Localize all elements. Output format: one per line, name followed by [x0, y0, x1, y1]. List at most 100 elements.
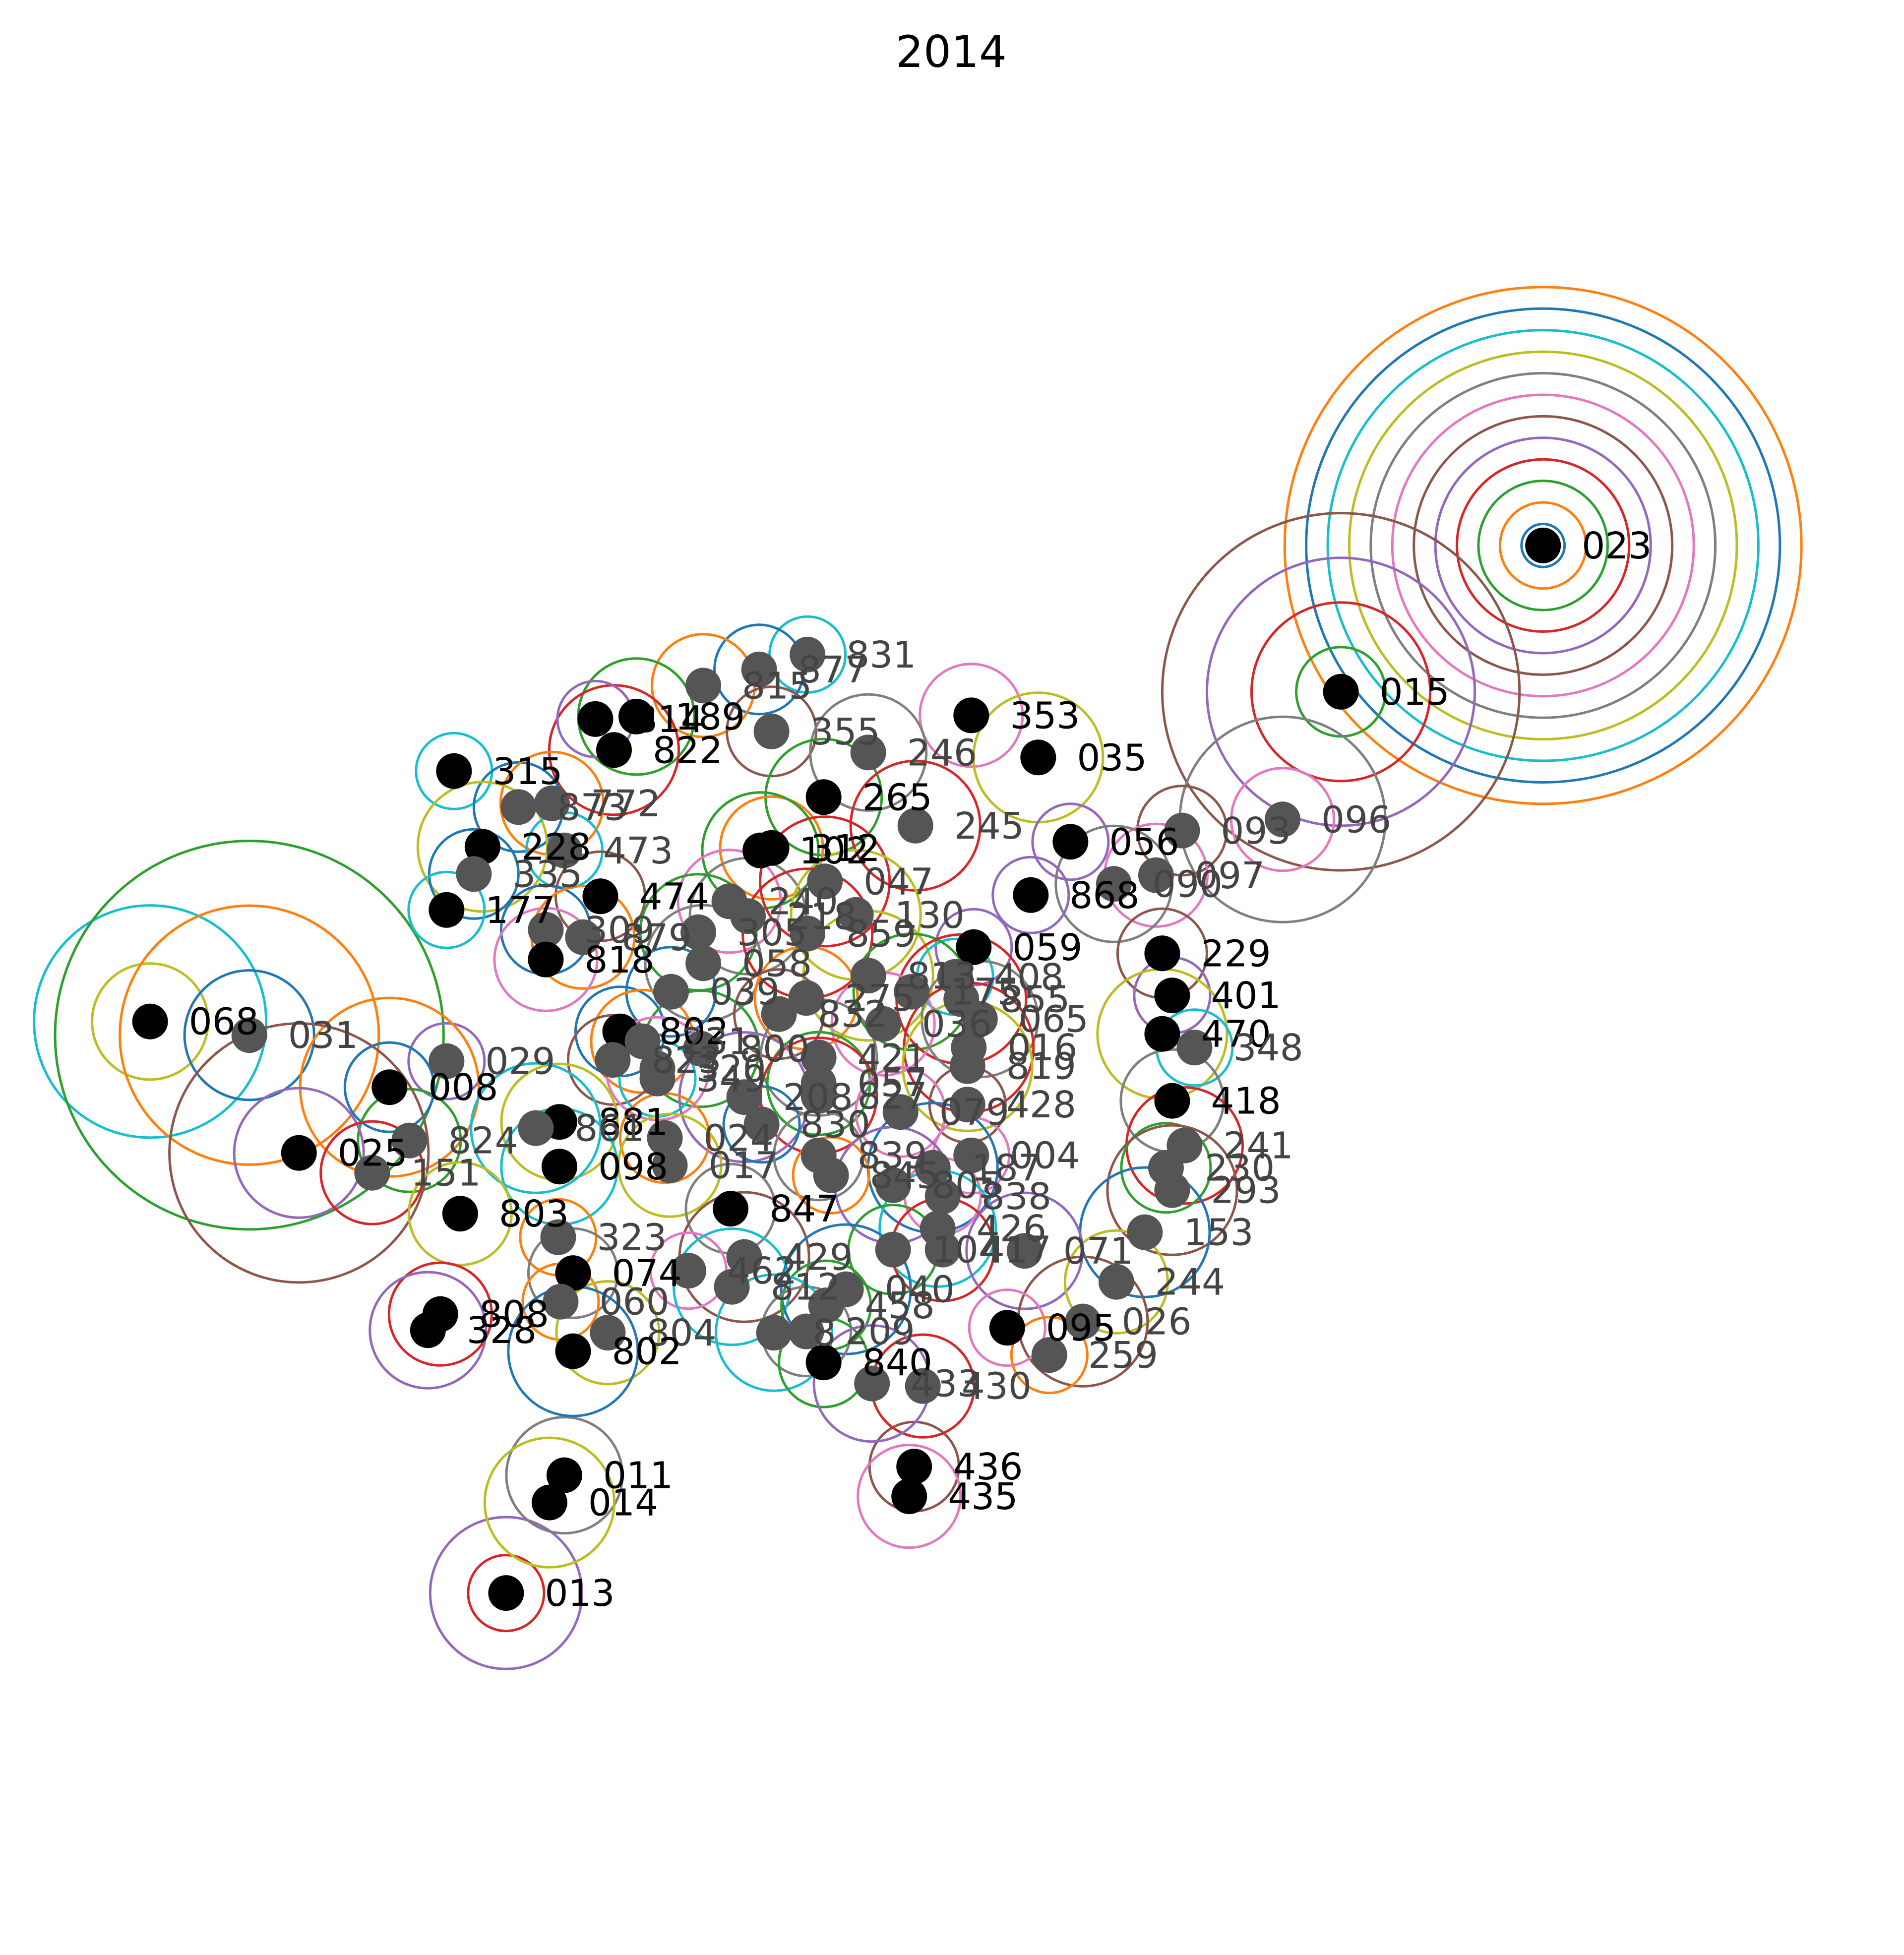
node-label-838: 838 [982, 1175, 1051, 1218]
node-marker-827 [800, 1078, 837, 1114]
node-label-093: 093 [1221, 810, 1290, 853]
node-marker-218 [730, 898, 766, 934]
node-marker-035 [1020, 739, 1056, 776]
node-marker-868 [1013, 877, 1049, 913]
node-label-323: 323 [597, 1217, 667, 1259]
node-marker-815 [685, 668, 722, 704]
node-label-024: 024 [704, 1117, 774, 1160]
node-label-349: 349 [696, 1058, 766, 1100]
contour-ring-059-0 [934, 908, 1013, 986]
node-marker-031 [231, 1017, 267, 1053]
contour-ring-013-1 [429, 1516, 583, 1670]
contour-ring-090-0 [1054, 824, 1173, 943]
node-marker-096 [1265, 801, 1301, 838]
node-label-818: 818 [584, 939, 654, 981]
node-label-011: 011 [603, 1455, 673, 1497]
node-label-025: 025 [338, 1132, 408, 1175]
node-label-802: 802 [612, 1331, 681, 1373]
node-label-429: 429 [783, 1236, 853, 1279]
chart-title: 2014 [896, 26, 1007, 77]
node-label-831: 831 [846, 634, 916, 676]
node-marker-877 [741, 651, 777, 687]
node-marker-102 [742, 832, 779, 868]
node-marker-151 [354, 1155, 390, 1191]
contour-ring-023-4 [1434, 436, 1652, 655]
node-label-861: 861 [574, 1107, 644, 1150]
node-marker-024 [647, 1120, 683, 1156]
contour-ring-8-0 [715, 1273, 834, 1392]
node-label-036: 036 [922, 1003, 992, 1046]
contour-ring-023-9 [1326, 329, 1760, 762]
contour-ring-151-0 [319, 1120, 425, 1225]
node-marker-353 [953, 697, 989, 733]
node-marker-813 [850, 958, 886, 994]
node-marker-812 [714, 1269, 750, 1305]
node-marker-840 [805, 1344, 842, 1381]
contour-ring-015-1 [1250, 601, 1432, 783]
contour-ring-031-1 [119, 904, 380, 1166]
node-label-845: 845 [870, 1155, 940, 1197]
node-label-079: 079 [939, 1091, 1009, 1134]
node-label-355: 355 [810, 711, 880, 753]
node-label-039: 039 [710, 971, 780, 1014]
contour-ring-335-0 [428, 828, 520, 920]
node-label-065: 065 [1019, 998, 1089, 1041]
node-marker-071 [1006, 1233, 1043, 1269]
node-marker-462 [671, 1253, 707, 1289]
node-marker-309 [528, 912, 564, 948]
node-marker-418 [1154, 1083, 1190, 1119]
node-label-097: 097 [1195, 855, 1265, 897]
node-label-433: 433 [911, 1363, 981, 1405]
node-label-435: 435 [948, 1475, 1018, 1518]
node-label-473: 473 [603, 830, 673, 872]
node-label-016: 016 [1007, 1027, 1077, 1069]
node-marker-209 [788, 1313, 824, 1349]
node-label-209: 209 [845, 1311, 915, 1353]
node-label-855: 855 [1000, 978, 1070, 1021]
node-marker-189 [618, 698, 655, 734]
node-marker-305 [680, 914, 717, 950]
node-marker-244 [1098, 1264, 1134, 1300]
contour-ring-230-0 [1120, 1122, 1212, 1214]
contour-ring-013-0 [467, 1554, 546, 1633]
node-marker-056 [1052, 824, 1089, 860]
node-label-421: 421 [858, 1037, 927, 1079]
node-marker-832 [761, 996, 797, 1032]
node-marker-805 [875, 1167, 911, 1203]
contour-ring-056-0 [1031, 802, 1110, 881]
node-label-873: 873 [557, 786, 627, 829]
node-label-068: 068 [189, 1001, 259, 1043]
node-marker-098 [541, 1149, 577, 1185]
node-marker-804 [590, 1315, 626, 1351]
node-label-208: 208 [783, 1076, 853, 1119]
node-marker-428 [949, 1087, 985, 1123]
contour-ring-293-0 [1106, 1124, 1238, 1256]
node-label-040: 040 [885, 1269, 955, 1311]
node-label-240: 240 [768, 880, 838, 923]
node-marker-059 [956, 929, 992, 965]
node-marker-079 [882, 1094, 919, 1130]
node-label-056: 056 [1109, 821, 1179, 863]
node-marker-039 [653, 974, 689, 1010]
node-marker-025 [281, 1135, 317, 1171]
node-label-320: 320 [696, 1048, 766, 1091]
node-label-153: 153 [1183, 1212, 1253, 1254]
node-marker-058 [685, 945, 722, 981]
node-marker-275 [788, 980, 824, 1016]
contour-ring-023-3 [1456, 458, 1631, 633]
node-marker-074 [555, 1255, 591, 1291]
node-label-859: 859 [846, 913, 916, 955]
node-marker-293 [1154, 1172, 1190, 1208]
node-label-808: 808 [479, 1293, 549, 1336]
contour-ring-023-2 [1477, 480, 1609, 611]
node-label-102: 102 [799, 830, 869, 872]
contour-ring-015-3 [1161, 512, 1521, 872]
node-marker-323 [540, 1219, 576, 1255]
contour-ring-355-0 [726, 685, 818, 778]
node-label-8: 8 [813, 1312, 836, 1354]
node-label-417: 417 [982, 1229, 1051, 1272]
node-label-026: 026 [1121, 1301, 1191, 1344]
node-label-840: 840 [862, 1342, 932, 1384]
node-marker-335 [456, 856, 492, 892]
contour-ring-023-7 [1369, 372, 1717, 719]
